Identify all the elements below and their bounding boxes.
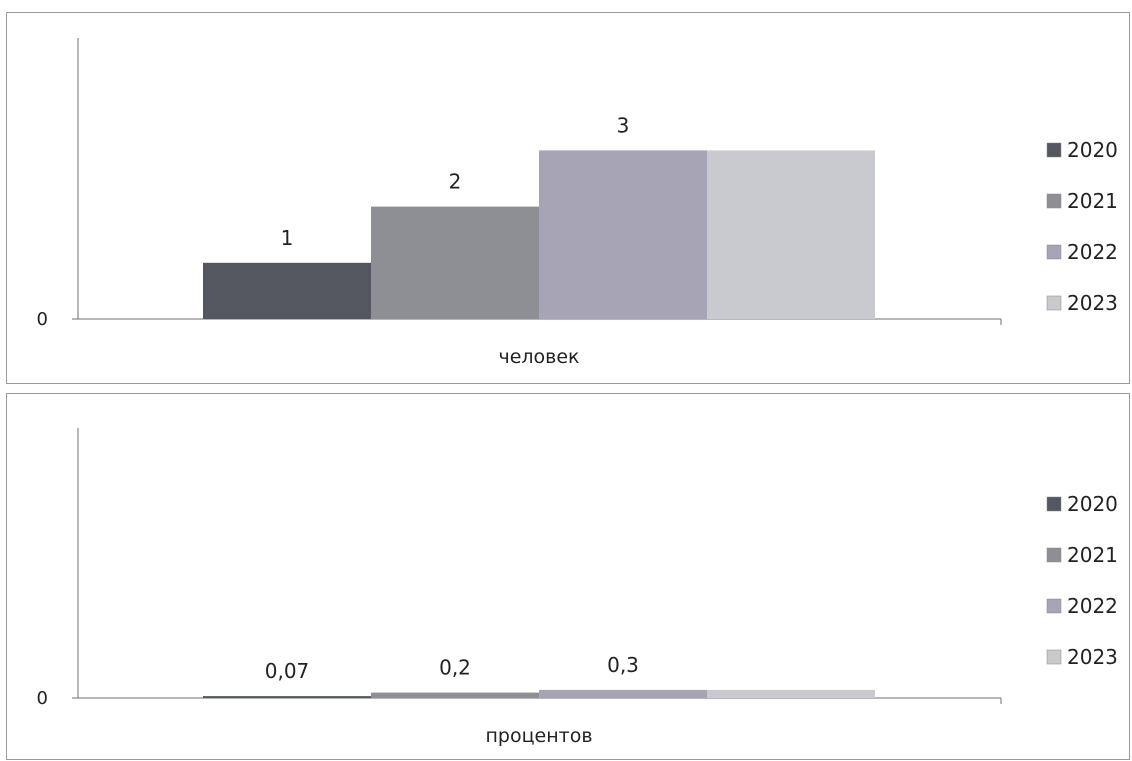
- chart1-legend-swatch-2020: [1046, 142, 1062, 158]
- chart-people-svg: 0 1 2 3 человек 2020 2021 2022 2023: [37, 38, 1118, 368]
- chart-people: 0 1 2 3 человек 2020 2021 2022 2023: [6, 12, 1130, 384]
- chart1-bar-2023: [707, 150, 875, 319]
- chart1-bar-2021: [371, 206, 539, 319]
- chart2-legend-label-2023: 2023: [1067, 645, 1118, 669]
- chart1-legend-label-2023: 2023: [1067, 291, 1118, 315]
- chart1-y-tick-label: 0: [37, 309, 48, 330]
- chart2-bar-2023: [707, 689, 875, 698]
- chart2-legend-label-2022: 2022: [1067, 594, 1118, 618]
- chart2-legend-label-2020: 2020: [1067, 492, 1118, 516]
- chart1-legend-label-2020: 2020: [1067, 138, 1118, 162]
- chart2-legend-swatch-2020: [1046, 496, 1062, 512]
- chart1-data-label-2022: 3: [617, 113, 630, 137]
- chart-percent-svg: 0 0,07 0,2 0,3 процентов 2020 2021 2022 2023: [37, 428, 1118, 747]
- chart1-legend-swatch-2023: [1046, 295, 1062, 311]
- chart2-bar-2022: [539, 689, 707, 698]
- chart1-x-label: человек: [498, 346, 579, 368]
- chart2-legend-label-2021: 2021: [1067, 543, 1118, 567]
- chart1-legend-swatch-2022: [1046, 244, 1062, 260]
- chart2-bar-2021: [371, 692, 539, 698]
- chart2-legend-swatch-2022: [1046, 598, 1062, 614]
- chart2-x-label: процентов: [485, 725, 592, 747]
- chart1-bar-2022: [539, 150, 707, 319]
- chart2-y-tick-label: 0: [37, 688, 48, 709]
- chart2-data-label-2020: 0,07: [265, 659, 310, 683]
- chart1-data-label-2021: 2: [449, 170, 462, 194]
- chart-percent: 0 0,07 0,2 0,3 процентов 2020 2021 2022 2023: [6, 393, 1130, 760]
- chart1-data-label-2020: 1: [281, 226, 294, 250]
- chart1-legend-swatch-2021: [1046, 193, 1062, 209]
- chart2-data-label-2022: 0,3: [607, 653, 639, 677]
- chart2-legend-swatch-2023: [1046, 649, 1062, 665]
- chart1-legend-label-2022: 2022: [1067, 240, 1118, 264]
- chart1-legend-label-2021: 2021: [1067, 189, 1118, 213]
- chart2-data-label-2021: 0,2: [439, 656, 471, 680]
- chart2-bar-2020: [203, 696, 371, 698]
- chart2-legend-swatch-2021: [1046, 547, 1062, 563]
- chart1-bar-2020: [203, 262, 371, 319]
